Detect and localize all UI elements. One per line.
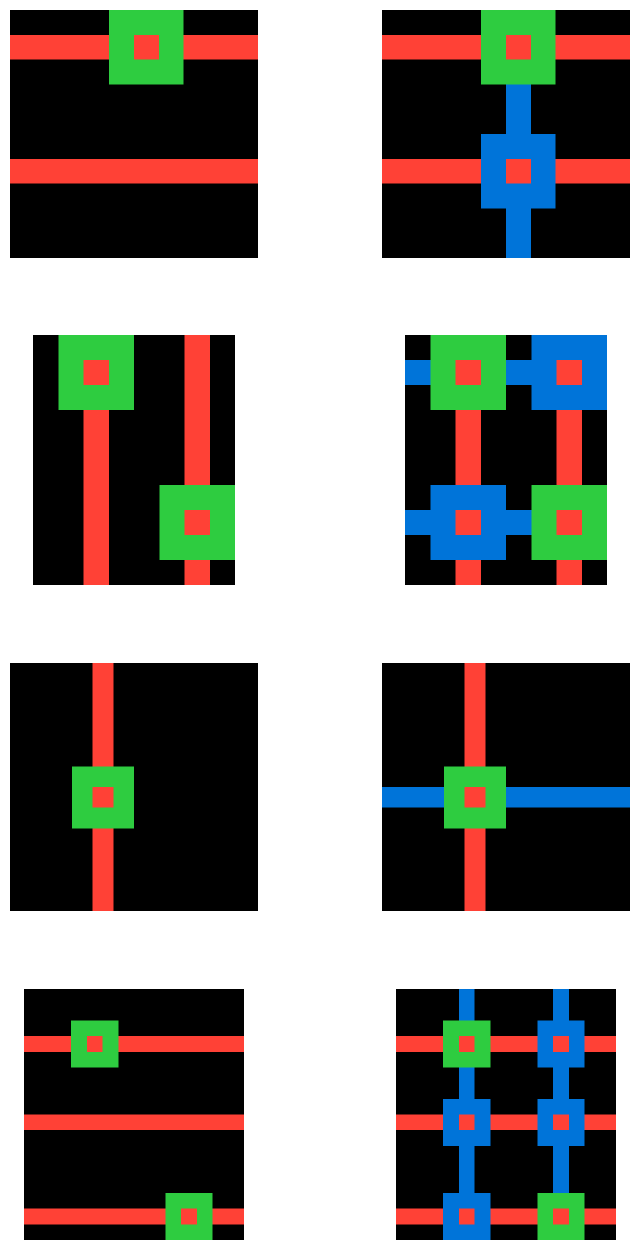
pair-1-input-grid <box>10 10 258 258</box>
red-center-cell <box>553 1208 569 1225</box>
red-center-cell <box>134 34 159 60</box>
red-center-cell <box>506 34 531 60</box>
red-center-cell <box>455 510 481 535</box>
pair-4-output-grid <box>396 989 616 1240</box>
pair-2-output-grid <box>405 335 607 585</box>
red-center-cell <box>506 158 531 184</box>
red-center-cell <box>553 1114 569 1131</box>
pair-1-output-grid <box>382 10 630 258</box>
pair-4-input-grid <box>24 989 244 1240</box>
red-center-cell <box>556 510 582 535</box>
red-center-cell <box>556 360 582 385</box>
red-center-cell <box>86 1036 103 1052</box>
red-center-cell <box>92 787 114 808</box>
red-center-cell <box>181 1208 197 1225</box>
red-center-cell <box>83 360 109 385</box>
red-row-line <box>24 1114 244 1131</box>
pair-3-output-grid <box>382 663 630 911</box>
red-row-line <box>10 158 258 184</box>
pair-2-input-grid <box>33 335 235 585</box>
red-center-cell <box>553 1036 569 1052</box>
red-center-cell <box>458 1114 475 1131</box>
red-center-cell <box>455 360 481 385</box>
pair-3-input-grid <box>10 663 258 911</box>
red-row-line <box>24 1036 244 1052</box>
red-center-cell <box>184 510 210 535</box>
red-center-cell <box>458 1036 475 1052</box>
red-center-cell <box>458 1208 475 1225</box>
red-center-cell <box>464 787 486 808</box>
